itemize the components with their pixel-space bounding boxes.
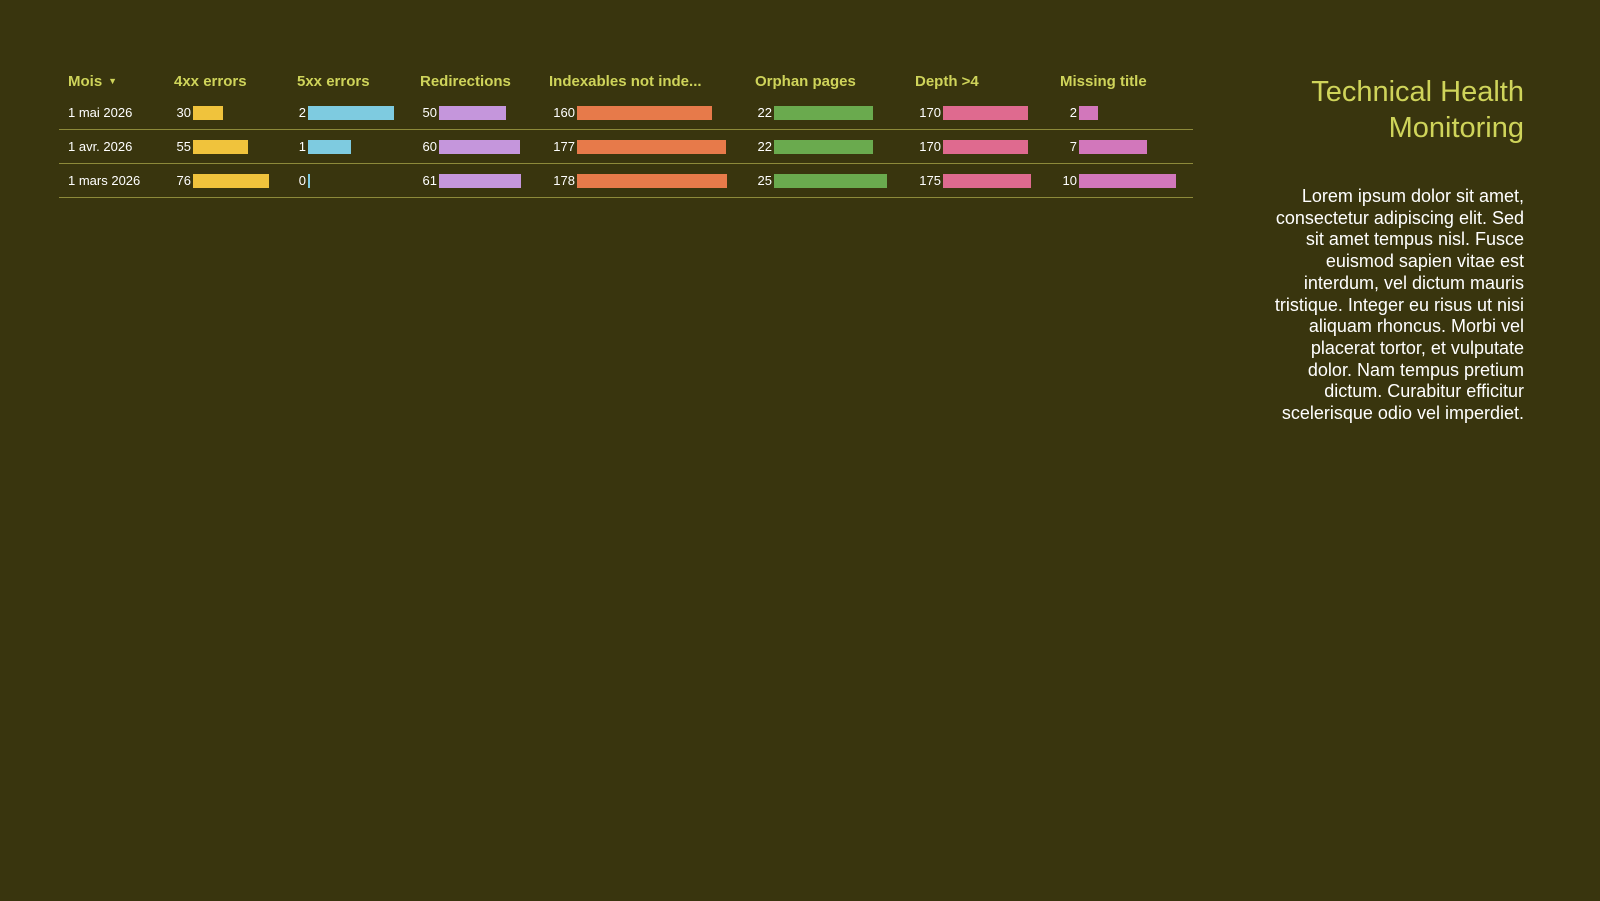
column-header[interactable]: 5xx errors	[297, 72, 370, 90]
data-label: 7	[1069, 139, 1077, 154]
data-label: 22	[757, 105, 772, 120]
page-title: Technical Health Monitoring	[1311, 76, 1524, 144]
data-label: 175	[919, 173, 941, 188]
table-header-row: Mois ▼ 4xx errors 5xx errors Redirections In…	[59, 66, 1193, 96]
column-header-label: Mois	[68, 72, 103, 90]
data-bar	[774, 173, 887, 188]
data-label: 30	[176, 105, 191, 120]
data-label: 178	[553, 173, 575, 188]
data-label: 0	[298, 173, 306, 188]
data-label: 170	[919, 105, 941, 120]
table-row: 1 mars 2026 76 0 61 178 25 175 10	[59, 163, 1193, 198]
column-header[interactable]: 4xx errors	[174, 72, 247, 90]
data-bar	[1079, 105, 1098, 120]
data-bar	[308, 139, 351, 154]
metric-cell: 2	[288, 96, 411, 130]
column-header[interactable]: Orphan pages	[755, 72, 856, 90]
metric-cell: 0	[288, 163, 411, 198]
metric-cell: 25	[746, 163, 906, 198]
metric-cell: 160	[540, 96, 746, 130]
metric-cell: 55	[165, 129, 288, 164]
column-header[interactable]: Indexables not inde...	[549, 72, 702, 90]
metric-cell: 177	[540, 129, 746, 164]
metric-cell: 2	[1051, 96, 1193, 130]
month-cell: 1 mars 2026	[59, 163, 165, 198]
table-row: 1 mai 2026 30 2 50 160 22 170 2	[59, 96, 1193, 130]
month-cell: 1 mai 2026	[59, 96, 165, 130]
data-bar	[577, 173, 727, 188]
data-label: 22	[757, 139, 772, 154]
data-bar	[193, 139, 248, 154]
metric-cell: 170	[906, 129, 1051, 164]
data-bar	[439, 139, 520, 154]
data-label: 25	[757, 173, 772, 188]
data-bar	[193, 173, 269, 188]
data-bar	[308, 105, 394, 120]
metrics-table: Mois ▼ 4xx errors 5xx errors Redirections In…	[59, 66, 1193, 198]
sidebar-panel: Technical Health Monitoring Lorem ipsum …	[1270, 74, 1524, 425]
data-bar	[308, 173, 310, 188]
data-label: 2	[298, 105, 306, 120]
data-bar	[577, 139, 726, 154]
metrics-table-container: Mois ▼ 4xx errors 5xx errors Redirections In…	[59, 66, 1193, 198]
data-bar	[943, 105, 1028, 120]
metric-cell: 7	[1051, 129, 1193, 164]
data-label: 76	[176, 173, 191, 188]
data-bar	[577, 105, 712, 120]
data-label: 177	[553, 139, 575, 154]
data-label: 2	[1069, 105, 1077, 120]
column-header[interactable]: Redirections	[420, 72, 511, 90]
metric-cell: 22	[746, 129, 906, 164]
metric-cell: 1	[288, 129, 411, 164]
data-bar	[193, 105, 223, 120]
data-label: 50	[422, 105, 437, 120]
metric-cell: 60	[411, 129, 540, 164]
data-label: 1	[298, 139, 306, 154]
metric-cell: 178	[540, 163, 746, 198]
data-label: 170	[919, 139, 941, 154]
metric-cell: 175	[906, 163, 1051, 198]
description-text: Lorem ipsum dolor sit amet, consectetur …	[1274, 186, 1524, 424]
data-label: 61	[422, 173, 437, 188]
column-header[interactable]: Missing title	[1060, 72, 1147, 90]
column-header-month[interactable]: Mois ▼	[59, 66, 165, 96]
metric-cell: 50	[411, 96, 540, 130]
data-bar	[943, 139, 1028, 154]
metric-cell: 22	[746, 96, 906, 130]
data-bar	[439, 105, 506, 120]
metric-cell: 30	[165, 96, 288, 130]
data-bar	[1079, 173, 1176, 188]
data-bar	[774, 139, 873, 154]
month-cell: 1 avr. 2026	[59, 129, 165, 164]
metric-cell: 76	[165, 163, 288, 198]
metric-cell: 10	[1051, 163, 1193, 198]
data-label: 10	[1062, 173, 1077, 188]
data-bar	[439, 173, 521, 188]
sort-desc-icon[interactable]: ▼	[108, 75, 118, 86]
data-bar	[943, 173, 1031, 188]
data-bar	[774, 105, 873, 120]
metric-cell: 61	[411, 163, 540, 198]
metric-cell: 170	[906, 96, 1051, 130]
column-header[interactable]: Depth >4	[915, 72, 979, 90]
data-label: 55	[176, 139, 191, 154]
data-label: 60	[422, 139, 437, 154]
table-row: 1 avr. 2026 55 1 60 177 22 170 7	[59, 129, 1193, 164]
data-label: 160	[553, 105, 575, 120]
data-bar	[1079, 139, 1147, 154]
